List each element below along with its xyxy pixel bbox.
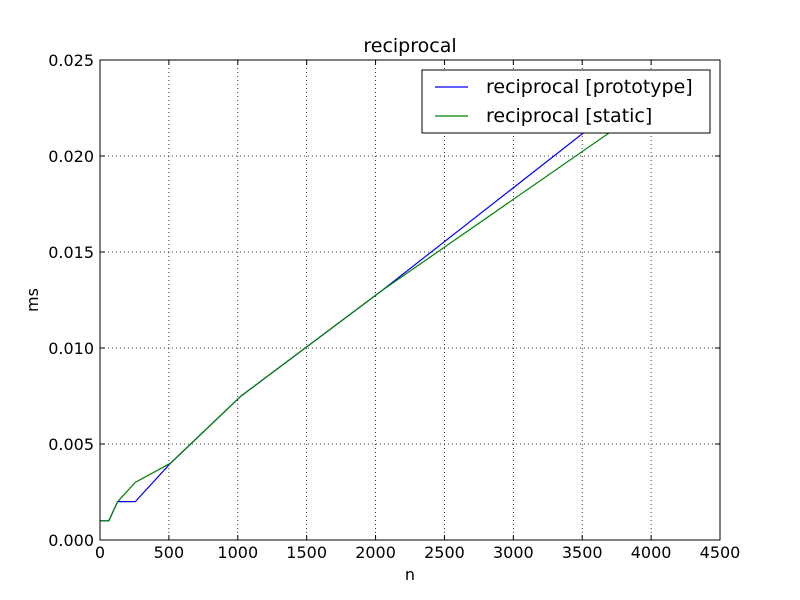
y-tick-label: 0.005 xyxy=(48,435,94,454)
y-tick-label: 0.000 xyxy=(48,531,94,550)
x-tick-label: 500 xyxy=(154,543,185,562)
x-tick-label: 3500 xyxy=(562,543,603,562)
y-tick-label: 0.025 xyxy=(48,51,94,70)
series-line-prototype xyxy=(100,69,665,522)
ticks: 0 500 1000 1500 2000 2500 3000 3500 4000 4500 0.00… xyxy=(48,51,740,562)
x-tick-label: 1000 xyxy=(217,543,258,562)
x-tick-label: 2000 xyxy=(355,543,396,562)
x-tick-label: 4500 xyxy=(700,543,741,562)
x-tick-label: 4000 xyxy=(631,543,672,562)
legend-label-static: reciprocal [static] xyxy=(486,105,652,127)
plot-frame xyxy=(99,59,721,541)
chart-title: reciprocal xyxy=(363,35,456,57)
legend-label-prototype: reciprocal [prototype] xyxy=(486,76,693,98)
y-tick-label: 0.015 xyxy=(48,243,94,262)
legend: reciprocal [prototype] reciprocal [stati… xyxy=(421,69,711,134)
x-tick-label: 1500 xyxy=(286,543,327,562)
y-tick-label: 0.020 xyxy=(48,147,94,166)
legend-box xyxy=(421,69,711,134)
x-tick-label: 3000 xyxy=(493,543,534,562)
x-tick-label: 2500 xyxy=(424,543,465,562)
x-axis-label: n xyxy=(405,565,415,584)
y-axis-label: ms xyxy=(23,288,42,312)
y-tick-label: 0.010 xyxy=(48,339,94,358)
series-line-static xyxy=(100,94,665,522)
x-tick-label: 0 xyxy=(95,543,105,562)
series-layer xyxy=(100,69,665,522)
